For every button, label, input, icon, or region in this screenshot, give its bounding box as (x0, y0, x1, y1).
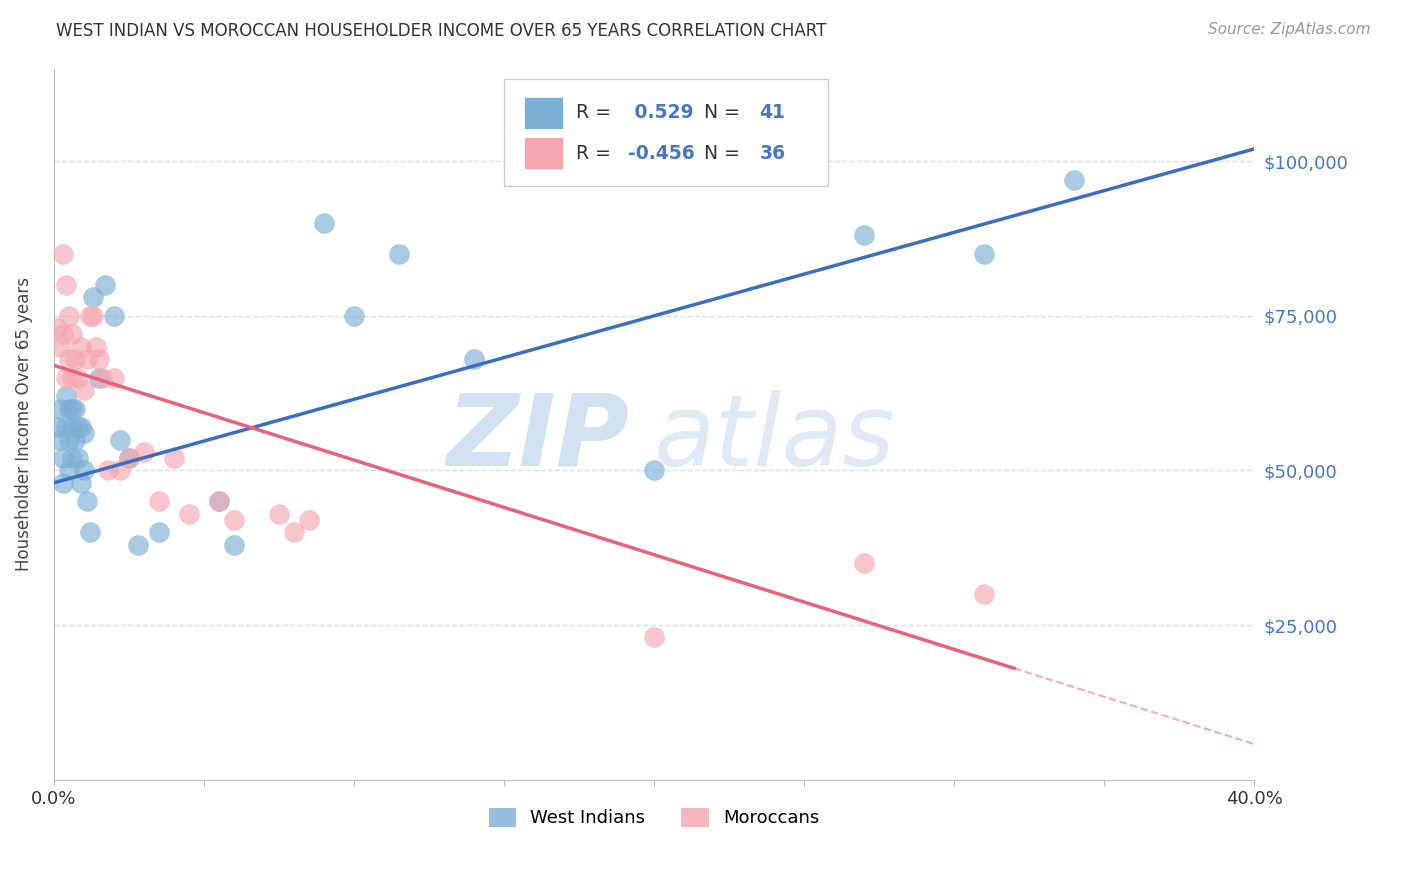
Legend: West Indians, Moroccans: West Indians, Moroccans (482, 801, 827, 835)
Point (84, 340, 107, 354)
Point (45, 321, 67, 335)
Text: 36: 36 (759, 145, 786, 163)
Bar (524, 137, 562, 169)
Point (208, 494, 231, 508)
Point (52, 475, 75, 490)
Point (103, 309, 125, 323)
Point (73, 426, 96, 441)
Point (60, 401, 83, 416)
Point (55, 420, 77, 434)
Point (66, 370, 89, 384)
Point (52, 247, 75, 261)
FancyBboxPatch shape (503, 79, 828, 186)
Point (388, 247, 411, 261)
Point (973, 587, 995, 601)
Point (60, 370, 83, 384)
Point (55, 370, 77, 384)
Point (49, 401, 72, 416)
Point (76, 352, 98, 367)
Point (853, 228, 876, 243)
Point (103, 370, 125, 384)
Point (73, 383, 96, 397)
Point (463, 352, 485, 367)
Point (69, 475, 91, 490)
Point (73, 463, 96, 477)
Point (58, 401, 80, 416)
Text: N =: N = (692, 145, 747, 163)
Point (643, 631, 665, 645)
Point (55, 277, 77, 292)
Point (63, 401, 86, 416)
Point (973, 247, 995, 261)
Text: R =: R = (576, 103, 617, 122)
Text: WEST INDIAN VS MOROCCAN HOUSEHOLDER INCOME OVER 65 YEARS CORRELATION CHART: WEST INDIAN VS MOROCCAN HOUSEHOLDER INCO… (56, 22, 827, 40)
Point (222, 513, 245, 527)
Text: atlas: atlas (654, 390, 896, 487)
Point (90, 370, 112, 384)
Point (87, 352, 110, 367)
Point (60, 327, 83, 342)
Point (63, 433, 86, 447)
Point (222, 538, 245, 552)
Point (127, 538, 149, 552)
Point (177, 507, 200, 521)
Point (52, 327, 75, 342)
Point (52, 451, 75, 466)
Point (55, 389, 77, 403)
Point (45, 420, 67, 434)
Point (148, 525, 170, 540)
Point (60, 451, 83, 466)
Point (283, 525, 305, 540)
Point (118, 451, 141, 466)
Point (97, 463, 120, 477)
Text: N =: N = (692, 103, 747, 122)
Point (108, 433, 131, 447)
Point (49, 433, 72, 447)
Point (60, 420, 83, 434)
Point (1063, 173, 1085, 187)
Point (343, 309, 366, 323)
Point (94, 277, 117, 292)
Point (208, 494, 231, 508)
Point (58, 433, 80, 447)
Text: Source: ZipAtlas.com: Source: ZipAtlas.com (1208, 22, 1371, 37)
Point (87, 370, 110, 384)
Text: 0.529: 0.529 (627, 103, 693, 122)
Bar (524, 97, 562, 129)
Point (79, 525, 101, 540)
Point (853, 556, 876, 570)
Point (148, 494, 170, 508)
Point (58, 309, 80, 323)
Point (79, 309, 101, 323)
Point (163, 451, 186, 466)
Point (132, 445, 155, 459)
Point (76, 494, 98, 508)
Point (298, 513, 321, 527)
Point (82, 290, 104, 304)
Point (82, 309, 104, 323)
Point (643, 463, 665, 477)
Point (66, 451, 89, 466)
Point (63, 352, 86, 367)
Point (267, 507, 290, 521)
Point (58, 352, 80, 367)
Point (69, 420, 91, 434)
Point (58, 463, 80, 477)
Y-axis label: Householder Income Over 65 years: Householder Income Over 65 years (15, 277, 32, 571)
Text: R =: R = (576, 145, 617, 163)
Point (69, 340, 91, 354)
Point (312, 216, 335, 230)
Point (49, 340, 72, 354)
Point (118, 451, 141, 466)
Text: -0.456: -0.456 (627, 145, 695, 163)
Text: ZIP: ZIP (447, 390, 630, 487)
Text: 41: 41 (759, 103, 786, 122)
Point (108, 463, 131, 477)
Point (66, 420, 89, 434)
